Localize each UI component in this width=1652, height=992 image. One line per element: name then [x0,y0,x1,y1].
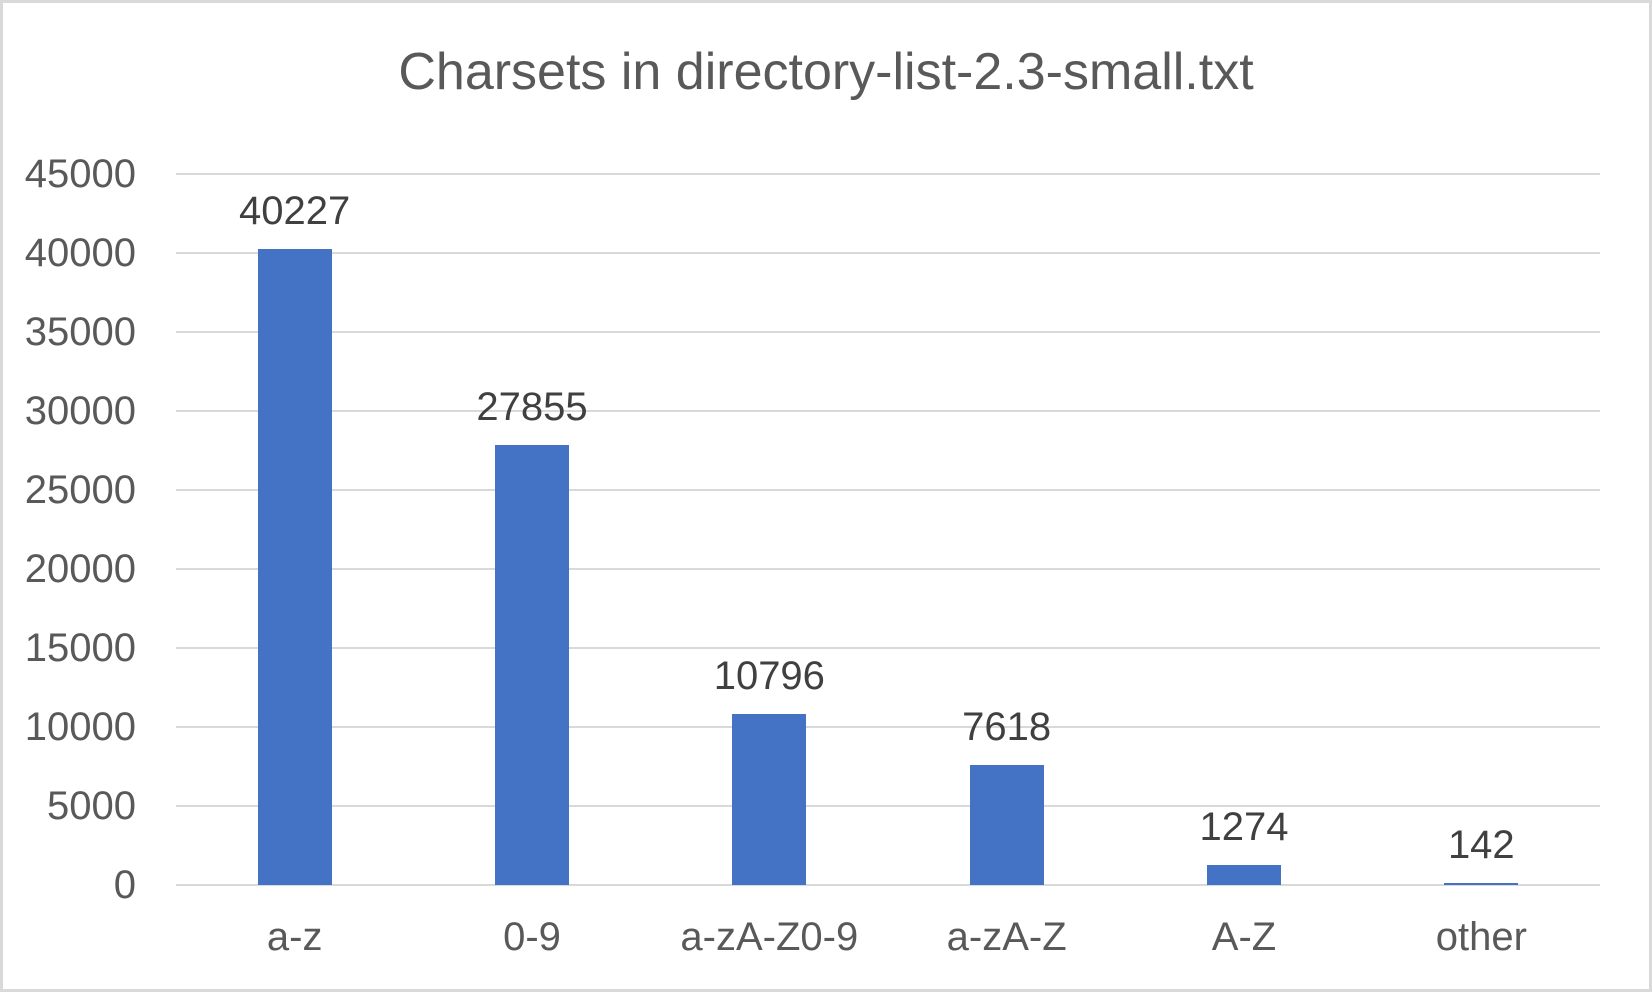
gridline [176,331,1600,333]
bar-slot: 7618 [888,174,1125,885]
y-tick-label: 30000 [24,389,136,433]
y-tick-label: 45000 [24,152,136,196]
bar-slot: 10796 [651,174,888,885]
bar-0-9 [494,444,569,885]
bar-a-zA-Z [969,764,1044,885]
y-tick-label: 20000 [24,547,136,591]
data-label-other: 142 [1447,822,1515,867]
bar-other [1444,882,1519,885]
y-tick-label: 0 [113,863,136,907]
y-tick-label: 15000 [24,626,136,670]
x-tick-label-0-9: 0-9 [503,915,561,959]
gridline [176,805,1600,807]
bar-A-Z [1206,864,1281,885]
gridline [176,568,1600,570]
gridline [176,884,1600,886]
bar-slot: 27855 [413,174,650,885]
data-label-a-zA-Z0-9: 10796 [713,654,825,699]
bar-a-z [257,249,332,885]
x-tick-label-a-zA-Z: a-zA-Z [946,915,1067,959]
chart-title: Charsets in directory-list-2.3-small.txt [398,43,1254,101]
y-tick-label: 5000 [47,784,136,828]
gridline [176,489,1600,491]
data-label-0-9: 27855 [476,384,588,429]
plot-area: 40227 27855 10796 7618 1274 142 [176,173,1600,886]
data-label-A-Z: 1274 [1199,804,1289,849]
bar-slot: 1274 [1125,174,1362,885]
y-axis-labels: 45000 40000 35000 30000 25000 20000 15000 10000… [13,154,136,905]
x-tick-label-other: other [1435,915,1527,959]
data-label-a-zA-Z: 7618 [962,704,1052,749]
gridline [176,252,1600,254]
y-tick-label: 40000 [24,231,136,275]
gridline [176,173,1600,175]
y-tick-label: 35000 [24,310,136,354]
y-tick-label: 10000 [24,705,136,749]
bar-slot: 142 [1363,174,1600,885]
x-tick-label-A-Z: A-Z [1211,915,1277,959]
bar-a-zA-Z0-9 [732,714,807,885]
gridline [176,410,1600,412]
x-axis-labels: a-z 0-9 a-zA-Z0-9 a-zA-Z A-Z other [176,907,1600,967]
y-tick-label: 25000 [24,468,136,512]
bar-slot: 40227 [176,174,413,885]
x-tick-label-a-z: a-z [266,915,323,959]
gridline [176,647,1600,649]
data-label-a-z: 40227 [239,189,351,234]
x-tick-label-a-zA-Z0-9: a-zA-Z0-9 [680,915,859,959]
gridline [176,726,1600,728]
